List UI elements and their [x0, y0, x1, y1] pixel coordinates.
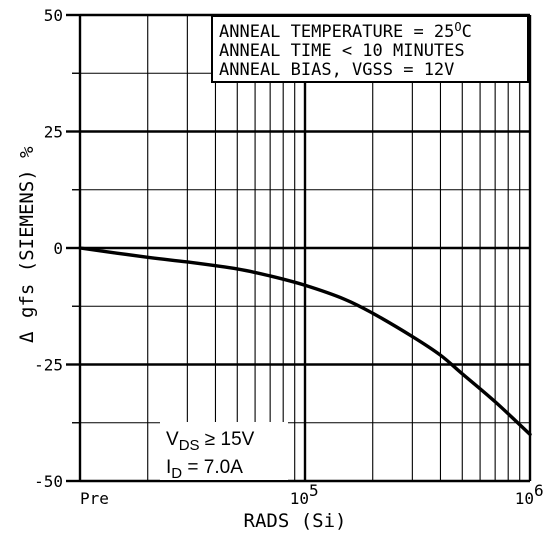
annotation-line: ANNEAL TIME < 10 MINUTES	[219, 41, 465, 61]
y-axis-title: gfs (SIEMENS) %	[16, 146, 38, 318]
x-axis-title: RADS (Si)	[244, 510, 347, 532]
y-tick-label: -50	[34, 472, 63, 491]
x-tick-exponent: 5	[309, 481, 319, 500]
condition-line: ID = 7.0A	[166, 457, 243, 482]
conditions-background	[160, 422, 288, 480]
annotation-box-frame	[211, 15, 529, 83]
conditions-annotation: VDS ≥ 15V ID = 7.0A	[160, 422, 288, 482]
series-group	[78, 246, 532, 437]
series-line	[78, 246, 532, 437]
y-tick-label: -25	[34, 356, 63, 375]
x-tick-label: Pre	[80, 489, 109, 508]
y-tick-label: 25	[44, 123, 63, 142]
x-tick-labels: Pre 10 5 10 6	[80, 481, 544, 508]
y-tick-labels: 50 25 0 -25 -50	[34, 6, 63, 491]
condition-line: VDS ≥ 15V	[166, 429, 255, 454]
x-tick-exponent: 6	[534, 481, 544, 500]
x-tick-label: 10	[290, 489, 309, 508]
y-axis-symbol: Δ	[16, 331, 38, 343]
y-tick-label: 0	[53, 239, 63, 258]
grid	[66, 13, 532, 483]
annotation-line: ANNEAL TEMPERATURE = 25OC	[219, 20, 472, 42]
annotation-line: ANNEAL BIAS, VGSS = 12V	[219, 60, 454, 80]
y-tick-label: 50	[44, 6, 63, 25]
x-tick-label: 10	[515, 489, 534, 508]
y-axis-title-group: Δ gfs (SIEMENS) %	[16, 146, 38, 343]
